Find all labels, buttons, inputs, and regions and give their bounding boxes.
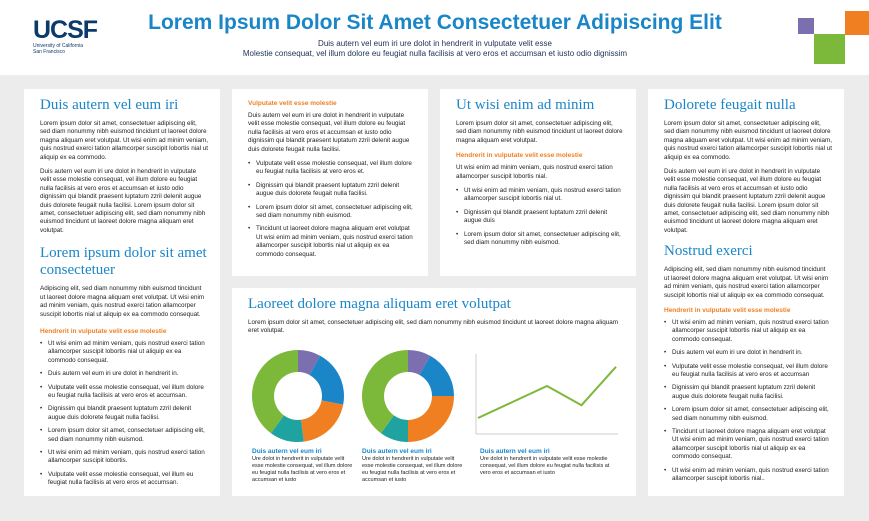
poster-subtitle: Duis autern vel eum iri ure dolot in hen… [120, 39, 750, 59]
list-item: Lorem ipsum dolor sit amet, consectetuer… [664, 406, 832, 423]
logo-mark: UCSF [33, 16, 98, 44]
col1-subheading: Hendrerit in vulputate velit esse molest… [40, 327, 167, 335]
col3-paragraph-1: Lorem ipsum dolor sit amet, consectetuer… [456, 120, 623, 144]
line-chart [475, 354, 618, 435]
logo-line-2: San Francisco [33, 49, 65, 55]
donut-slice-2 [408, 396, 454, 442]
list-item: Vulputate velit esse molestie consequat,… [248, 160, 416, 177]
col3-paragraph-2: Ut wisi enim ad minim veniam, quis nostr… [456, 164, 613, 180]
donut-chart-2 [362, 350, 454, 442]
list-item: Ut wisi enim ad minim veniam, quis nostr… [456, 187, 624, 204]
donut-chart-1 [252, 350, 344, 442]
col2-paragraph: Duis autern vel eum iri ure dolot in hen… [248, 112, 410, 153]
list-item: Ut wisi enim ad minim veniam, quis nostr… [664, 467, 832, 484]
col1-paragraph-3: Adipiscing elit, sed diam nonummy nibh e… [40, 285, 205, 318]
list-item: Duis autern vel eum iri ure dolot in hen… [664, 349, 832, 358]
col1-paragraph-1: Lorem ipsum dolor sit amet, consectetuer… [40, 120, 208, 161]
donut-slice-2 [301, 400, 344, 442]
col2-bullet-list: Vulputate velit esse molestie consequat,… [248, 160, 416, 259]
caption-heading: Duis autern vel eum iri [252, 448, 322, 455]
subtitle-line-1: Duis autern vel eum iri ure dolot in hen… [318, 39, 552, 48]
list-item: Dignissim qui blandit praesent luptatum … [40, 405, 208, 422]
col3-bullet-list: Ut wisi enim ad minim veniam, quis nostr… [456, 187, 624, 247]
list-item: Tincidunt ut laoreet dolore magna aliqua… [664, 428, 832, 462]
panel-middle-charts: Laoreet dolore magna aliquam eret volutp… [232, 288, 636, 496]
col1-heading: Duis autern vel eum iri [40, 97, 179, 113]
panel-col1: Duis autern vel eum iri Lorem ipsum dolo… [24, 89, 220, 496]
list-item: Ut wisi enim ad minim veniam, quis nostr… [40, 340, 208, 365]
panel-col4: Dolorete feugait nulla Lorem ipsum dolor… [648, 89, 844, 496]
col4-paragraph-3: Adipiscing elit, sed diam nonummy nibh e… [664, 266, 829, 299]
caption-text: Ure dolot in hendrerit in vulputate veli… [252, 456, 353, 483]
donut-slice-0 [298, 350, 321, 375]
middle-heading: Laoreet dolore magna aliquam eret volutp… [248, 296, 511, 312]
list-item: Dignissim qui blandit praesent luptatum … [248, 182, 416, 199]
col4-bullet-list: Ut wisi enim ad minim veniam, quis nostr… [664, 319, 832, 484]
donut-slice-4 [362, 350, 408, 434]
list-item: Tincidunt ut laoreet dolore magna aliqua… [248, 225, 416, 259]
list-item: Lorem ipsum dolor sit amet, consectetuer… [456, 231, 624, 248]
subtitle-line-2: Molestie consequat, vel illum dolore eu … [242, 49, 628, 58]
donut-slice-1 [309, 355, 344, 405]
col4-paragraph-2: Duis autern vel eum iri ure dolot in hen… [664, 168, 830, 234]
poster-header: UCSF University of California San Franci… [0, 0, 869, 75]
ucsf-logo: UCSF University of California San Franci… [33, 16, 98, 56]
col3-heading: Ut wisi enim ad minim [456, 97, 595, 113]
list-item: Vulputate velit esse molestie consequat,… [40, 384, 208, 401]
col4-paragraph-1: Lorem ipsum dolor sit amet, consectetuer… [664, 120, 832, 161]
col3-subheading: Hendrerit in vulputate velit esse molest… [456, 152, 583, 160]
line-series-0 [477, 366, 617, 419]
panel-col3: Ut wisi enim ad minim Lorem ipsum dolor … [440, 89, 636, 276]
list-item: Vulputate velit esse molestie consequat,… [40, 471, 208, 488]
col4-heading: Dolorete feugait nulla [664, 97, 796, 113]
list-item: Duis autern vel eum iri ure dolot in hen… [40, 370, 208, 379]
list-item: Lorem ipsum dolor sit amet, consectetuer… [40, 427, 208, 444]
col1-paragraph-2: Duis autern vel eum iri ure dolot in hen… [40, 168, 206, 234]
list-item: Dignissim qui blandit praesent luptatum … [456, 209, 624, 226]
panel-col2: Vulputate velit esse molestie Duis auter… [232, 89, 428, 276]
donut-slice-4 [252, 350, 298, 434]
donut-slice-3 [380, 415, 408, 442]
col2-subheading: Vulputate velit esse molestie [248, 100, 337, 107]
col4-subheading: Hendrerit in vulputate velit esse molest… [664, 306, 791, 314]
list-item: Vulputate velit esse molestie consequat,… [664, 363, 832, 380]
list-item: Ut wisi enim ad minim veniam, quis nostr… [40, 449, 208, 466]
poster-title: Lorem Ipsum Dolor Sit Amet Consectetuer … [148, 11, 722, 34]
caption-text: Ure dolot in hendrerit in vulputate veli… [480, 456, 610, 476]
decor-square-orange [845, 11, 869, 35]
caption-text: Ure dolot in hendrerit in vulputate veli… [362, 456, 463, 483]
logo-line-1: University of California [33, 43, 84, 49]
col4-heading-2: Nostrud exerci [664, 243, 753, 260]
list-item: Dignissim qui blandit praesent luptatum … [664, 384, 832, 401]
col1-bullet-list: Ut wisi enim ad minim veniam, quis nostr… [40, 340, 208, 488]
list-item: Lorem ipsum dolor sit amet, consectetuer… [248, 204, 416, 221]
col1-heading-2: Lorem ipsum dolor sit amet consectetuer [40, 245, 207, 279]
decor-square-green [814, 34, 845, 64]
middle-paragraph: Lorem ipsum dolor sit amet, consectetuer… [248, 319, 618, 335]
donut-slice-1 [419, 355, 454, 396]
chart-caption-1: Duis autern vel eum iri Ure dolot in hen… [252, 448, 356, 484]
caption-heading: Duis autern vel eum iri [480, 448, 550, 455]
caption-heading: Duis autern vel eum iri [362, 448, 432, 455]
donut-slice-3 [270, 415, 304, 442]
chart-caption-3: Duis autern vel eum iri Ure dolot in hen… [480, 448, 620, 477]
decor-square-purple [798, 18, 814, 34]
chart-caption-2: Duis autern vel eum iri Ure dolot in hen… [362, 448, 466, 484]
list-item: Ut wisi enim ad minim veniam, quis nostr… [664, 319, 832, 344]
donut-slice-0 [408, 350, 431, 375]
